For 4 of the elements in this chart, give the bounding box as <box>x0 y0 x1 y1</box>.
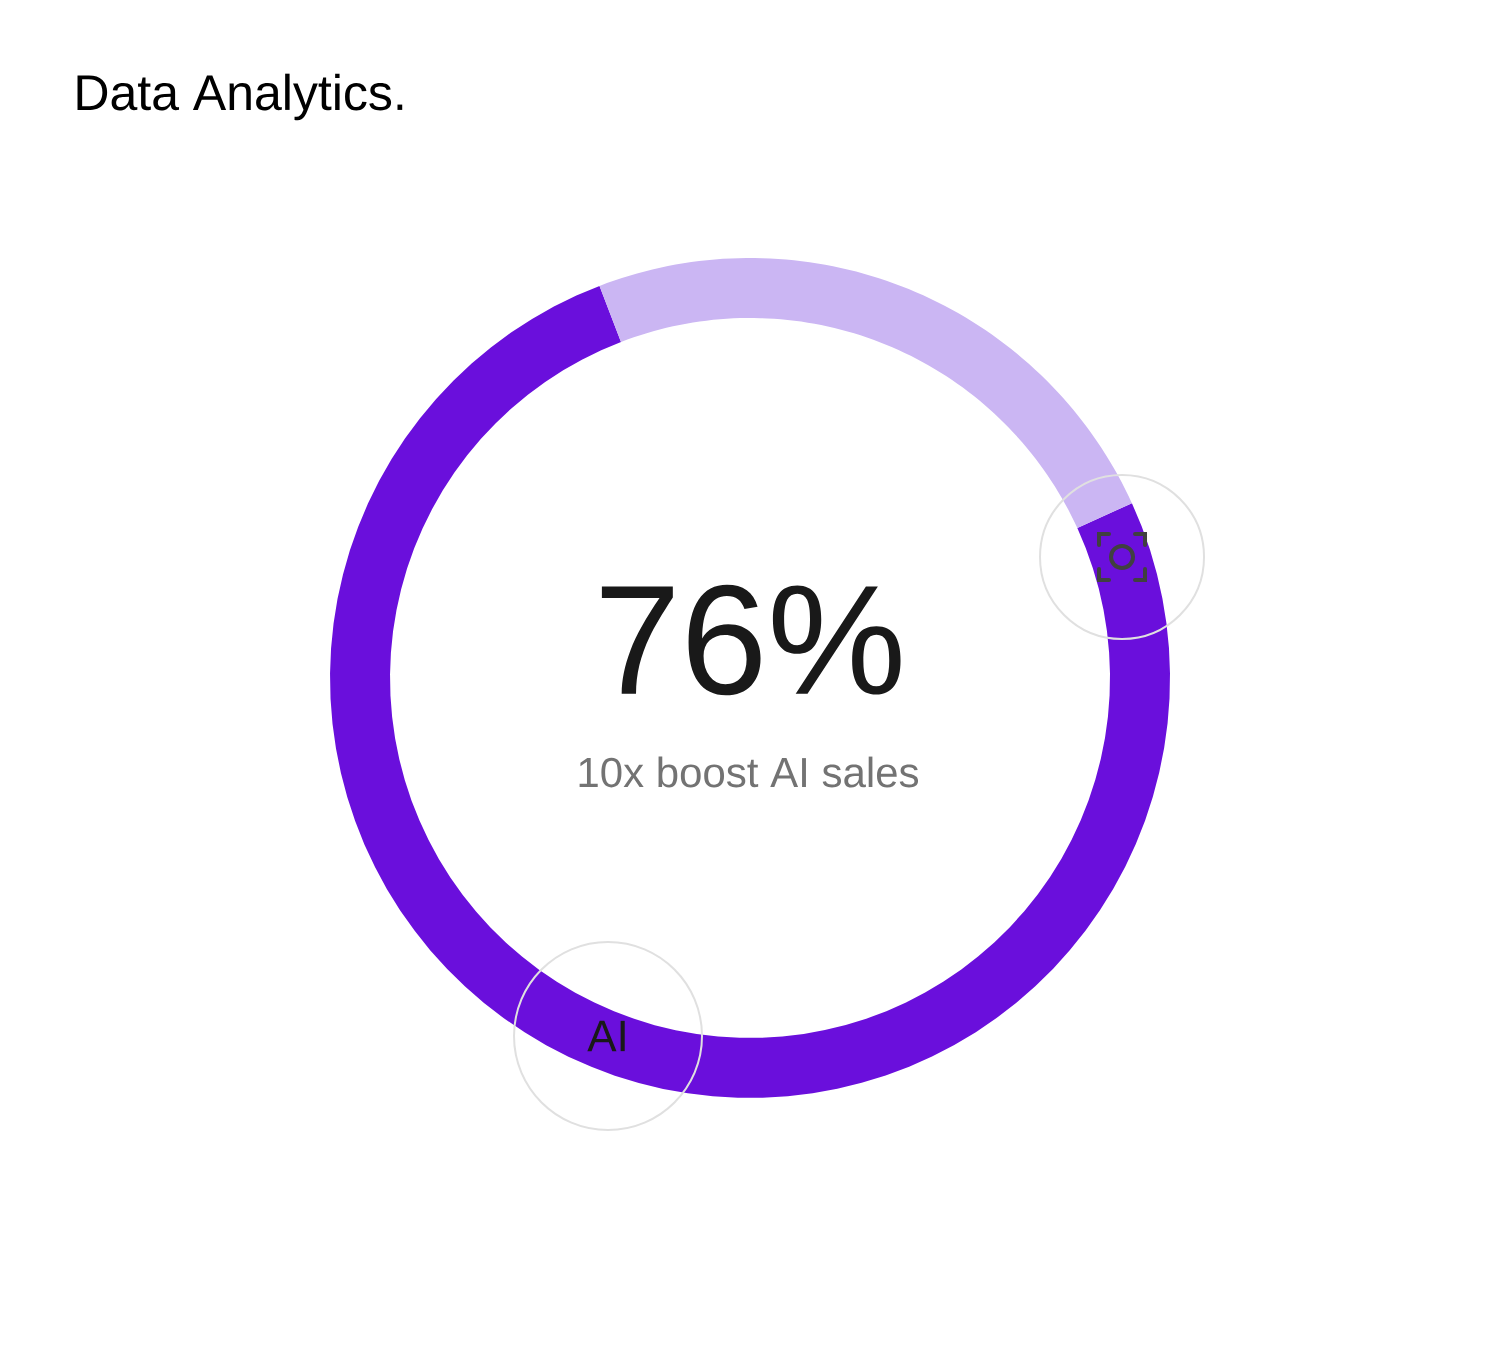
text: 10x boost AI sales <box>579 756 919 788</box>
text: 76% <box>601 584 901 696</box>
chart-title: Data Analytics. <box>77 73 403 121</box>
text: AI <box>587 1020 625 1052</box>
